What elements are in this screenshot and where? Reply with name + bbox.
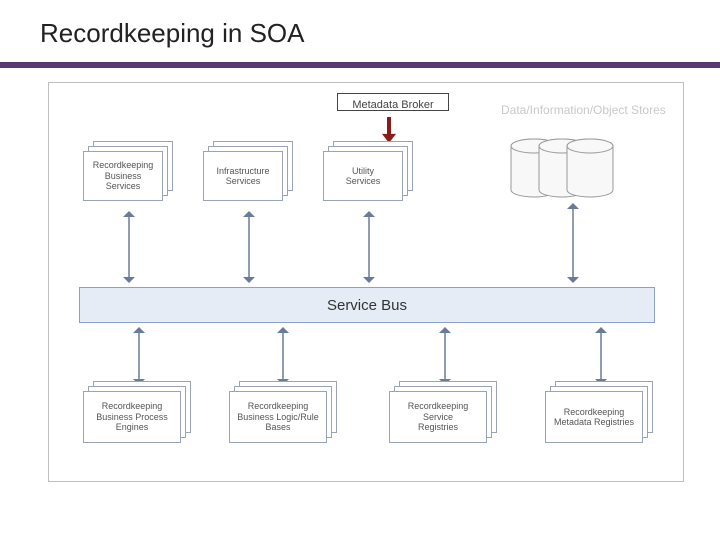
data-stores-label: Data/Information/Object Stores — [501, 103, 666, 117]
bottom-box-2: Recordkeeping Service Registries — [389, 391, 497, 453]
top-box-1-label: Infrastructure Services — [216, 166, 269, 187]
bottom-box-3: Recordkeeping Metadata Registries — [545, 391, 653, 453]
top-box-2-label: Utility Services — [346, 166, 381, 187]
divider-rule — [0, 62, 720, 68]
service-bus: Service Bus — [79, 287, 655, 323]
top-box-0-label: Recordkeeping Business Services — [93, 160, 154, 191]
bottom-box-3-label: Recordkeeping Metadata Registries — [554, 407, 634, 428]
bottom-box-0-label: Recordkeeping Business Process Engines — [96, 401, 168, 432]
slide: Recordkeeping in SOA Metadata Broker Dat… — [0, 0, 720, 540]
top-box-1: Infrastructure Services — [203, 151, 293, 211]
top-box-2: Utility Services — [323, 151, 413, 211]
diagram-frame: Metadata Broker Data/Information/Object … — [48, 82, 684, 482]
page-title: Recordkeeping in SOA — [40, 18, 304, 49]
bottom-box-2-label: Recordkeeping Service Registries — [392, 401, 484, 432]
bottom-box-0: Recordkeeping Business Process Engines — [83, 391, 191, 453]
top-box-0: Recordkeeping Business Services — [83, 151, 173, 211]
bottom-box-1: Recordkeeping Business Logic/Rule Bases — [229, 391, 337, 453]
metadata-broker-label: Metadata Broker — [337, 93, 449, 111]
service-bus-label: Service Bus — [327, 297, 407, 314]
bottom-box-1-label: Recordkeeping Business Logic/Rule Bases — [237, 401, 319, 432]
